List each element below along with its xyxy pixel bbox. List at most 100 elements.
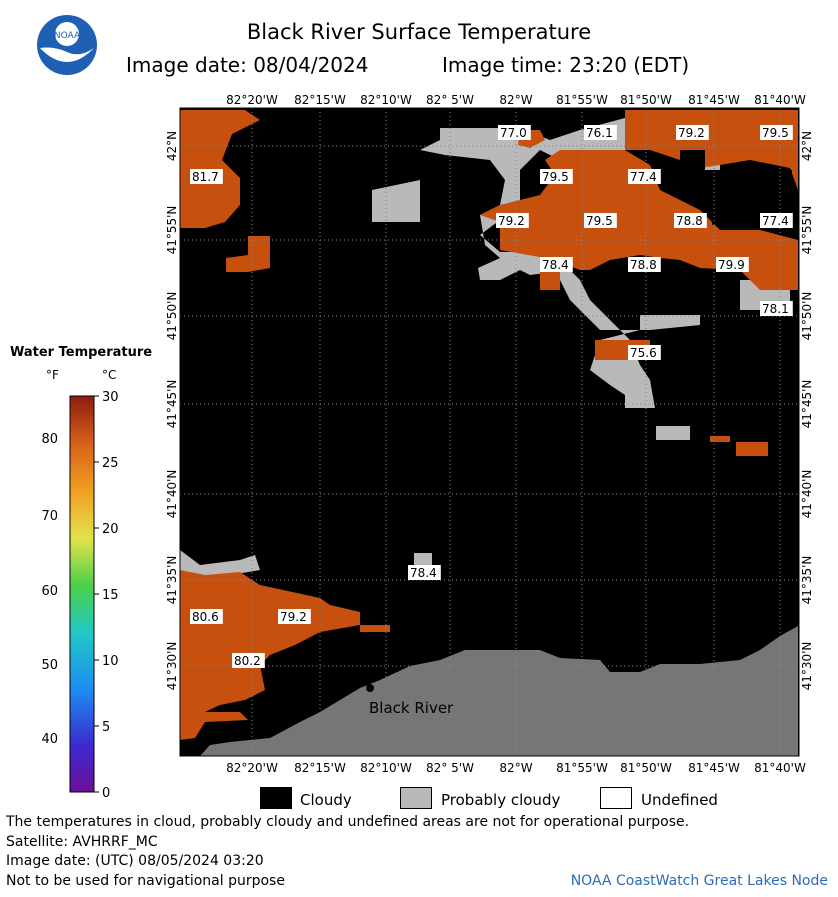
temp-label-bg bbox=[584, 213, 617, 228]
temp-label: 78.4 bbox=[542, 258, 569, 272]
cloud-holes-ne bbox=[680, 150, 792, 225]
lon-label-top: 81°45'W bbox=[688, 93, 740, 107]
unit-fahrenheit: °F bbox=[46, 368, 59, 382]
temp-label-bg bbox=[190, 609, 223, 624]
f-tick-label: 60 bbox=[41, 584, 58, 599]
lat-lon-grid bbox=[180, 108, 798, 756]
key-cloudy-label: Cloudy bbox=[300, 791, 352, 809]
lat-label-right: 41°30'N bbox=[800, 642, 814, 691]
lon-label-bottom: 81°45'W bbox=[688, 761, 740, 775]
temp-label: 79.5 bbox=[586, 214, 613, 228]
temp-label: 78.4 bbox=[410, 566, 437, 580]
temp-label: 78.8 bbox=[676, 214, 703, 228]
c-tick-label: 15 bbox=[102, 588, 119, 603]
key-probably-cloudy-swatch bbox=[400, 787, 432, 809]
temp-label: 79.5 bbox=[762, 126, 789, 140]
footer-utc-date: Image date: (UTC) 08/05/2024 03:20 bbox=[6, 853, 264, 869]
temp-label: 78.1 bbox=[762, 302, 789, 316]
temp-label: 77.0 bbox=[500, 126, 527, 140]
legend-title: Water Temperature bbox=[10, 345, 153, 360]
lat-label-right: 42°N bbox=[800, 131, 814, 161]
f-tick-label: 80 bbox=[41, 432, 58, 447]
c-tick-label: 20 bbox=[102, 522, 119, 537]
lon-label-bottom: 82° 5'W bbox=[426, 761, 474, 775]
lon-label-bottom: 81°55'W bbox=[556, 761, 608, 775]
temp-label-bg bbox=[408, 565, 441, 580]
temp-label: 79.2 bbox=[280, 610, 307, 624]
temp-label-bg bbox=[760, 301, 793, 316]
logo-text: NOAA bbox=[54, 31, 81, 41]
temp-label: 77.4 bbox=[762, 214, 789, 228]
place-label-black-river: Black River bbox=[369, 699, 454, 717]
lat-label-left: 41°55'N bbox=[165, 206, 179, 255]
f-tick-label: 40 bbox=[41, 732, 58, 747]
lon-label-top: 82°20'W bbox=[226, 93, 278, 107]
temp-label-bg bbox=[760, 125, 793, 140]
temp-label-bg bbox=[676, 125, 709, 140]
temp-label: 79.2 bbox=[678, 126, 705, 140]
lon-label-top: 81°55'W bbox=[556, 93, 608, 107]
temp-label: 76.1 bbox=[586, 126, 613, 140]
map-frame bbox=[179, 107, 800, 757]
temp-label: 79.5 bbox=[542, 170, 569, 184]
temp-label: 79.2 bbox=[498, 214, 525, 228]
temp-label: 77.4 bbox=[630, 170, 657, 184]
lon-label-bottom: 82°15'W bbox=[294, 761, 346, 775]
lat-label-right: 41°40'N bbox=[800, 470, 814, 519]
unit-celsius: °C bbox=[102, 368, 117, 382]
black-river-marker bbox=[366, 684, 374, 692]
lat-label-right: 41°50'N bbox=[800, 292, 814, 341]
c-tick-label: 30 bbox=[102, 390, 119, 405]
temp-label: 80.2 bbox=[234, 654, 261, 668]
lon-label-bottom: 81°40'W bbox=[754, 761, 806, 775]
key-undefined-swatch bbox=[600, 787, 632, 809]
lon-label-top: 82° 5'W bbox=[426, 93, 474, 107]
image-time: Image time: 23:20 (EDT) bbox=[442, 53, 690, 77]
c-tick-label: 25 bbox=[102, 456, 119, 471]
lat-label-left: 41°45'N bbox=[165, 380, 179, 429]
key-cloudy-swatch bbox=[260, 787, 292, 809]
temp-label-bg bbox=[716, 257, 749, 272]
lat-label-left: 41°50'N bbox=[165, 292, 179, 341]
footer-credit: NOAA CoastWatch Great Lakes Node bbox=[570, 873, 828, 889]
footer-satellite: Satellite: AVHRRF_MC bbox=[6, 834, 158, 850]
temp-label-bg bbox=[540, 169, 573, 184]
image-date: Image date: 08/04/2024 bbox=[126, 53, 369, 77]
footer-navigation-note: Not to be used for navigational purpose bbox=[6, 873, 285, 889]
lon-label-top: 82°10'W bbox=[360, 93, 412, 107]
temp-label: 81.7 bbox=[192, 170, 219, 184]
temp-label-bg bbox=[628, 257, 661, 272]
temp-label: 75.6 bbox=[630, 346, 657, 360]
warm-water-region-ne bbox=[480, 110, 798, 456]
c-tick-label: 10 bbox=[102, 654, 119, 669]
temp-label-bg bbox=[628, 169, 661, 184]
lon-label-top: 81°40'W bbox=[754, 93, 806, 107]
lon-label-top: 82°W bbox=[499, 93, 532, 107]
lat-label-right: 41°35'N bbox=[800, 556, 814, 605]
lon-label-bottom: 82°20'W bbox=[226, 761, 278, 775]
lat-label-left: 42°N bbox=[165, 131, 179, 161]
lon-label-top: 81°50'W bbox=[620, 93, 672, 107]
footer-disclaimer: The temperatures in cloud, probably clou… bbox=[6, 814, 690, 830]
temp-label: 80.6 bbox=[192, 610, 219, 624]
lon-label-top: 82°15'W bbox=[294, 93, 346, 107]
noaa-logo: NOAA bbox=[37, 15, 97, 75]
land-area bbox=[200, 626, 798, 756]
temp-label-bg bbox=[584, 125, 617, 140]
temp-label-bg bbox=[190, 169, 223, 184]
key-undefined-label: Undefined bbox=[641, 791, 718, 809]
f-tick-label: 50 bbox=[41, 658, 58, 673]
probably-cloudy-patch-center bbox=[414, 553, 432, 568]
temp-label-bg bbox=[674, 213, 707, 228]
lat-label-left: 41°40'N bbox=[165, 470, 179, 519]
f-tick-label: 70 bbox=[41, 509, 58, 524]
lat-label-right: 41°45'N bbox=[800, 380, 814, 429]
temp-label-bg bbox=[628, 345, 661, 360]
lat-label-right: 41°55'N bbox=[800, 206, 814, 255]
lon-label-bottom: 82°W bbox=[499, 761, 532, 775]
temp-label-bg bbox=[278, 609, 311, 624]
c-tick-label: 0 bbox=[102, 786, 110, 801]
temp-label: 78.8 bbox=[630, 258, 657, 272]
